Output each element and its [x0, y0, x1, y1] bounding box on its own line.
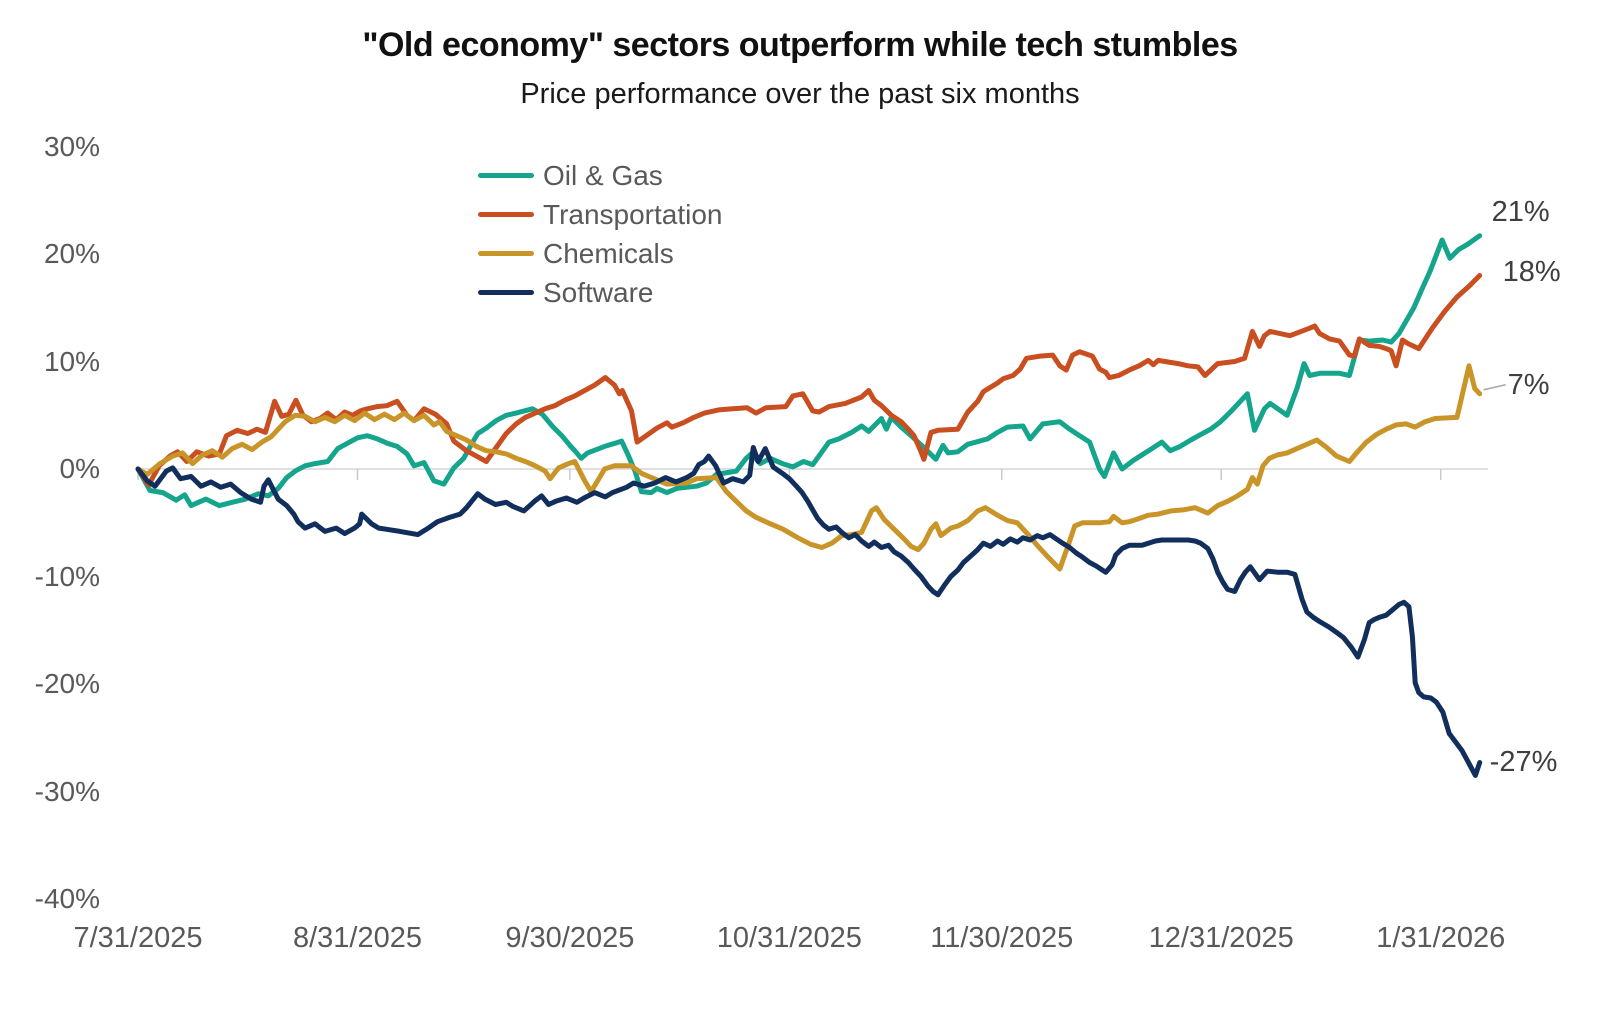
legend-label-chemicals: Chemicals: [543, 238, 674, 269]
legend-swatch-chemicals-icon: [478, 251, 534, 256]
x-axis-label: 11/30/2025: [930, 922, 1074, 954]
y-axis-label: 30%: [43, 130, 100, 162]
chart-title: "Old economy" sectors outperform while t…: [362, 26, 1238, 64]
x-axis-label: 9/30/2025: [505, 922, 635, 954]
x-axis-label: 10/31/2025: [716, 922, 862, 954]
x-axis-label: 8/31/2025: [292, 922, 422, 954]
legend-item-chemicals: Chemicals: [478, 234, 723, 273]
legend-swatch-transportation-icon: [478, 212, 534, 217]
end-label-software: -27%: [1489, 746, 1558, 779]
series-line-chemicals: [135, 363, 1483, 572]
y-axis-label: 20%: [43, 238, 100, 269]
y-axis-label: -10%: [34, 560, 100, 592]
end-label-oil-gas: 21%: [1491, 195, 1550, 228]
legend-item-oil-gas: Oil & Gas: [478, 156, 723, 195]
end-label-transportation: 18%: [1502, 255, 1561, 288]
x-axis-label: 12/31/2025: [1148, 922, 1294, 954]
legend-item-transportation: Transportation: [478, 195, 723, 234]
y-axis-label: -30%: [34, 775, 100, 807]
y-axis-label: -40%: [34, 883, 100, 914]
legend-swatch-oil-gas-icon: [478, 173, 534, 178]
legend-swatch-software-icon: [478, 290, 534, 295]
x-axis-label: 1/31/2026: [1376, 922, 1506, 954]
series-line-software: [135, 445, 1483, 778]
end-label-chemicals: 7%: [1507, 368, 1550, 401]
x-axis-label: 7/31/2025: [73, 922, 203, 954]
y-axis-label: -20%: [34, 668, 100, 699]
series-line-oil-gas: [135, 233, 1483, 509]
legend-item-software: Software: [478, 273, 723, 312]
legend-label-transportation: Transportation: [543, 199, 723, 230]
legend: Oil & Gas Transportation Chemicals Softw…: [478, 156, 723, 312]
chemicals-label-connector: [1483, 384, 1506, 391]
y-axis-label: 10%: [43, 345, 100, 377]
legend-label-oil-gas: Oil & Gas: [543, 160, 663, 191]
series-line-transportation: [135, 273, 1483, 488]
y-axis-label: 0%: [59, 453, 100, 484]
chart-subtitle: Price performance over the past six mont…: [520, 78, 1080, 110]
legend-label-software: Software: [543, 277, 654, 308]
